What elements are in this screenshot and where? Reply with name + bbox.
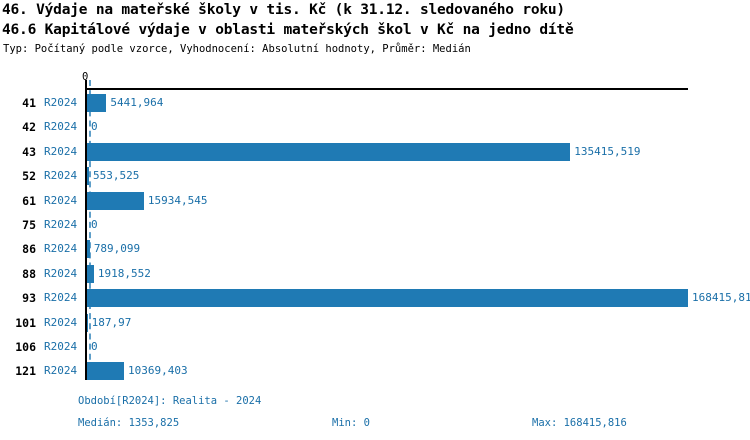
bar-value-label: 553,525 (92, 169, 140, 183)
row-series-label: R2024 (44, 242, 78, 256)
bar-value-label: 10369,403 (128, 364, 188, 378)
row-number-wrap: 41 (0, 92, 36, 116)
row-series-label: R2024 (44, 193, 78, 207)
row-number-wrap: 42 (0, 116, 36, 140)
row-series-label: R2024 (44, 340, 78, 353)
row-number: 121 (15, 364, 36, 379)
row-series-label: R2024 (44, 291, 78, 305)
bar (87, 94, 107, 112)
bar-row: 121 R2024 10369,403 (0, 360, 750, 384)
bar-value-label: 187,97 (91, 315, 132, 329)
row-number: 93 (22, 291, 36, 306)
bar-row: 61 R2024 15934,545 (0, 190, 750, 214)
y-axis-line (85, 80, 87, 380)
page-title-line2: 46.6 Kapitálové výdaje v oblasti mateřsk… (2, 22, 574, 38)
row-number-wrap: 52 (0, 165, 36, 189)
row-number: 52 (22, 169, 36, 184)
row-number-wrap: 61 (0, 190, 36, 214)
x-axis-line (86, 88, 688, 90)
row-number: 101 (15, 315, 36, 330)
bar (87, 167, 89, 186)
row-number: 106 (15, 340, 36, 354)
row-number: 86 (22, 242, 36, 257)
bar-value-label: 1918,552 (97, 266, 151, 280)
bar (87, 289, 688, 308)
row-series-label: R2024 (44, 144, 78, 158)
bar-row: 106 R2024 0 (0, 336, 750, 360)
bar-row: 43 R2024 135415,519 (0, 141, 750, 165)
x-axis-tick-zero: 0 (82, 71, 89, 83)
page-title-line1: 46. Výdaje na mateřské školy v tis. Kč (… (2, 2, 565, 18)
bar-row: 88 R2024 1918,552 (0, 263, 750, 287)
zero-gridline (89, 80, 91, 380)
row-number-wrap: 86 (0, 238, 36, 262)
bar-row: 41 R2024 5441,964 (0, 92, 750, 116)
bar-row: 42 R2024 0 (0, 116, 750, 140)
row-series-label: R2024 (44, 169, 78, 183)
row-number: 43 (22, 144, 36, 159)
row-series-label: R2024 (44, 315, 78, 329)
bar-value-label: 5441,964 (110, 96, 164, 109)
stat-min: Min: 0 (332, 417, 370, 429)
bar-value-label: 15934,545 (147, 193, 208, 207)
row-number: 75 (22, 218, 36, 232)
bar (87, 240, 90, 259)
bar-row: 86 R2024 789,099 (0, 238, 750, 262)
row-number: 41 (22, 96, 36, 110)
row-number-wrap: 93 (0, 287, 36, 311)
bar-value-label: 168415,816 (692, 291, 750, 305)
bar-value-label: 789,099 (93, 242, 141, 256)
bar-row: 101 R2024 187,97 (0, 312, 750, 336)
row-series-label: R2024 (44, 364, 78, 378)
row-series-label: R2024 (44, 96, 78, 109)
row-series-label: R2024 (44, 218, 78, 231)
stat-median: Medián: 1353,825 (78, 417, 180, 429)
row-series-label: R2024 (44, 266, 78, 280)
row-number-wrap: 43 (0, 141, 36, 165)
bar (87, 264, 94, 283)
row-series-label: R2024 (44, 120, 78, 134)
row-number: 42 (22, 120, 36, 135)
row-number-wrap: 101 (0, 312, 36, 336)
bar-row: 93 R2024 168415,816 (0, 287, 750, 311)
row-number: 61 (22, 193, 36, 208)
bar-row: 75 R2024 0 (0, 214, 750, 238)
row-number-wrap: 88 (0, 263, 36, 287)
row-number-wrap: 75 (0, 214, 36, 238)
legend-period: Období[R2024]: Realita - 2024 (78, 395, 262, 407)
bar-value-label: 135415,519 (574, 144, 641, 158)
bar-value-label: 0 (91, 340, 98, 353)
bar (87, 362, 124, 381)
row-number-wrap: 106 (0, 336, 36, 360)
bar (87, 191, 144, 210)
bar (87, 313, 88, 332)
page-subtitle: Typ: Počítaný podle vzorce, Vyhodnocení:… (3, 43, 471, 55)
bar-value-label: 0 (91, 120, 98, 134)
bar-row: 52 R2024 553,525 (0, 165, 750, 189)
row-number-wrap: 121 (0, 360, 36, 384)
bar-value-label: 0 (91, 218, 98, 231)
row-number: 88 (22, 266, 36, 281)
stat-max: Max: 168415,816 (532, 417, 627, 429)
bar (87, 142, 571, 161)
